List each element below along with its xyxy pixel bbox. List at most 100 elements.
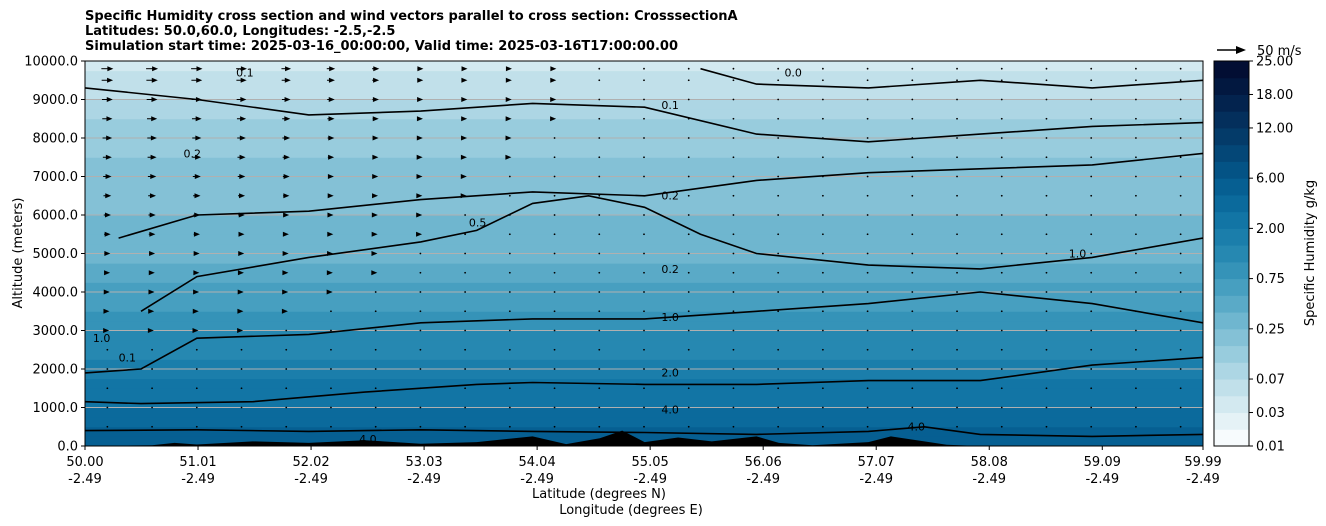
wind-vector [553, 425, 556, 428]
humidity-band [85, 301, 1203, 312]
wind-vector [1045, 291, 1048, 293]
humidity-band [85, 166, 1203, 177]
wind-vector [911, 291, 914, 293]
humidity-band [85, 205, 1203, 216]
wind-vector-head [371, 251, 378, 256]
humidity-band [85, 417, 1203, 428]
contour-label: 0.2 [661, 263, 679, 276]
wind-vector [911, 67, 914, 70]
x-tick-label-latitude: 56.06 [745, 455, 782, 470]
wind-vector [643, 214, 645, 216]
wind-vector [285, 425, 288, 428]
wind-vector-head [239, 135, 246, 141]
wind-vector [956, 175, 958, 178]
wind-vector [195, 425, 198, 428]
wind-vector [821, 310, 824, 313]
wind-vector-head [104, 251, 111, 256]
wind-vector [419, 271, 422, 274]
humidity-band [85, 186, 1203, 197]
wind-vector [464, 348, 467, 351]
colorbar-segment [1214, 312, 1249, 330]
wind-vector [777, 310, 780, 313]
wind-vector [911, 233, 914, 236]
wind-vector [687, 214, 690, 216]
wind-vector-head [505, 154, 512, 160]
wind-vector [1135, 387, 1137, 390]
wind-vector-head [282, 251, 289, 256]
colorbar-segment [1214, 362, 1249, 380]
contour-line [85, 87, 1203, 143]
wind-vector [1045, 214, 1048, 216]
wind-vector-head [282, 270, 289, 276]
x-axis: 50.00 -2.49 51.01 -2.49 52.02 -2.49 53.03 -2.49… [66, 446, 1222, 487]
wind-vector [1000, 214, 1003, 216]
wind-vector [732, 117, 735, 120]
wind-vector [643, 98, 645, 101]
colorbar-label: Specific Humidity g/kg [1303, 180, 1318, 326]
wind-vector [1179, 98, 1182, 101]
wind-vector-head [194, 212, 201, 218]
wind-vector [643, 329, 645, 332]
wind-vector [419, 425, 422, 428]
y-tick-label: 0.0 [57, 440, 78, 455]
wind-vector-head [195, 135, 202, 141]
wind-vector [1045, 348, 1048, 351]
wind-vector [1090, 252, 1093, 255]
wind-vector [911, 310, 914, 313]
wind-vector [687, 137, 690, 139]
wind-vector [330, 310, 332, 313]
title-line-1: Specific Humidity cross section and wind… [85, 9, 738, 24]
humidity-band [85, 407, 1203, 418]
colorbar-frame [1213, 60, 1250, 447]
wind-vector [1045, 310, 1048, 313]
wind-vector-head [461, 66, 468, 72]
wind-vector [643, 67, 645, 70]
humidity-band [85, 320, 1203, 331]
wind-vector-head [371, 270, 378, 276]
wind-vector [1000, 175, 1003, 178]
wind-vector-head [281, 308, 288, 314]
wind-vector-head [148, 308, 155, 314]
wind-vector [687, 368, 690, 370]
wind-vector [687, 98, 690, 101]
wind-vector [1179, 79, 1182, 82]
x-tick-label-longitude: -2.49 [972, 472, 1006, 487]
wind-vector [956, 406, 958, 409]
colorbar-segment [1214, 161, 1249, 179]
wind-vector [330, 406, 332, 409]
wind-vector-head [193, 289, 200, 295]
wind-vector [777, 156, 780, 159]
wind-vector [643, 425, 645, 428]
wind-vector-head [416, 116, 423, 122]
wind-vector [956, 387, 958, 390]
wind-vector-head [107, 66, 114, 72]
wind-vector [956, 117, 958, 120]
contour-label: 2.0 [661, 367, 679, 380]
wind-vector [1000, 368, 1003, 370]
x-tick-label-longitude: -2.49 [181, 472, 215, 487]
wind-vector [687, 425, 690, 428]
wind-vector [598, 79, 601, 82]
contour-label: 0.1 [661, 99, 679, 112]
colorbar-tick-label: 18.00 [1256, 88, 1293, 103]
wind-vector [866, 117, 869, 120]
wind-vector-head [240, 66, 247, 72]
x-tick-label-latitude: 51.01 [179, 455, 216, 470]
contour-label: 0.1 [236, 66, 254, 79]
wind-vector [464, 368, 467, 370]
y-tick-label: 2000.0 [33, 363, 79, 378]
colorbar-segment [1214, 429, 1249, 447]
wind-vector-head [416, 154, 423, 160]
wind-vector [732, 310, 735, 313]
wind-vector-head [196, 77, 203, 83]
wind-vector [1000, 425, 1003, 428]
wind-vector [1045, 117, 1048, 120]
wind-vector [956, 137, 958, 139]
humidity-band [85, 61, 1203, 72]
humidity-band [85, 282, 1203, 293]
wind-vector [419, 291, 422, 293]
x-axis-label-longitude: Longitude (degrees E) [559, 503, 703, 518]
wind-vector [732, 137, 735, 139]
colorbar-tick-label: 0.03 [1256, 406, 1285, 421]
wind-vector [1090, 156, 1093, 159]
